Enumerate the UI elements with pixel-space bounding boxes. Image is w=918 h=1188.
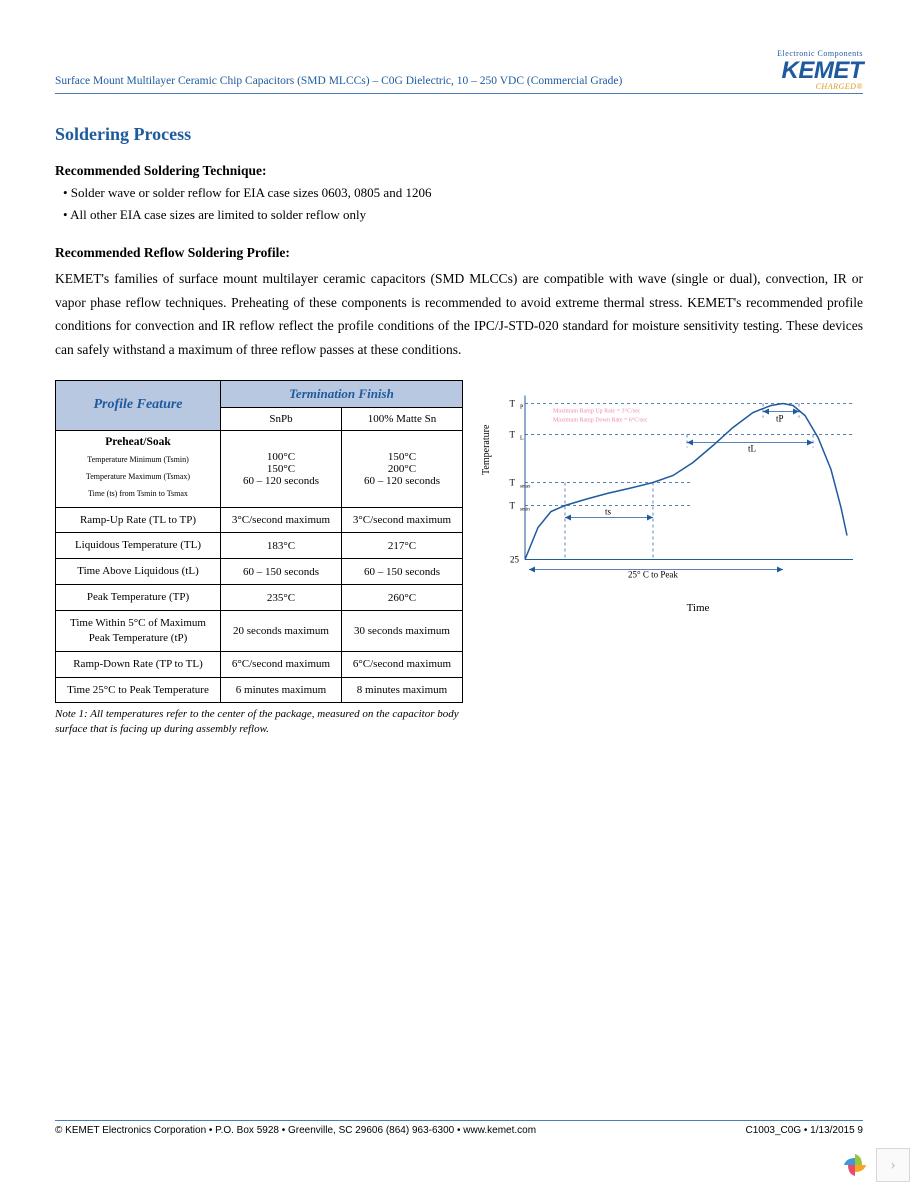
chevron-right-icon: › [890, 1156, 895, 1174]
col-sn: 100% Matte Sn [342, 407, 463, 430]
profile-table-wrap: Profile Feature Termination Finish SnPb … [55, 380, 463, 738]
footer-right: C1003_C0G • 1/13/2015 9 [746, 1125, 863, 1136]
nav-widget: › [840, 1148, 910, 1182]
logo-main: KEMET [777, 59, 863, 83]
section-title: Soldering Process [55, 124, 863, 145]
preheat-sub: Temperature Maximum (Tsmax) [86, 472, 190, 481]
svg-text:Maximum Ramp Down Rate = 6°C/s: Maximum Ramp Down Rate = 6°C/sec [553, 416, 648, 423]
svg-text:tP: tP [776, 413, 784, 423]
svg-text:smax: smax [520, 484, 531, 489]
th-termination: Termination Finish [221, 380, 463, 407]
bullet-item: • All other EIA case sizes are limited t… [63, 207, 863, 223]
svg-text:T: T [510, 477, 516, 487]
pinwheel-icon[interactable] [840, 1150, 870, 1180]
svg-text:L: L [520, 435, 524, 441]
table-note: Note 1: All temperatures refer to the ce… [55, 707, 463, 737]
table-row: Time Above Liquidous (tL) 60 – 150 secon… [56, 559, 463, 585]
svg-text:25: 25 [510, 554, 520, 564]
technique-bullets: • Solder wave or solder reflow for EIA c… [63, 185, 863, 223]
svg-text:Maximum Ramp Up Rate = 3°C/sec: Maximum Ramp Up Rate = 3°C/sec [553, 407, 641, 414]
svg-text:T: T [510, 500, 516, 510]
table-row: Time Within 5°C of Maximum Peak Temperat… [56, 611, 463, 652]
svg-text:25° C to Peak: 25° C to Peak [628, 569, 678, 579]
body-paragraph: KEMET's families of surface mount multil… [55, 267, 863, 362]
next-page-button[interactable]: › [876, 1148, 910, 1182]
th-feature: Profile Feature [56, 380, 221, 430]
y-axis-label: Temperature [481, 424, 492, 474]
svg-text:T: T [510, 429, 516, 439]
kemet-logo: Electronic Components KEMET CHARGED® [777, 50, 863, 91]
bullet-item: • Solder wave or solder reflow for EIA c… [63, 185, 863, 201]
table-row: Preheat/Soak Temperature Minimum (Tsmin)… [56, 430, 463, 507]
svg-text:ts: ts [605, 506, 612, 516]
preheat-sub: Temperature Minimum (Tsmin) [87, 455, 189, 464]
page-header: Surface Mount Multilayer Ceramic Chip Ca… [55, 50, 863, 94]
preheat-sub: Time (ts) from Tsmin to Tsmax [88, 489, 188, 498]
page-footer: © KEMET Electronics Corporation • P.O. B… [55, 1120, 863, 1136]
chart-svg: TP TL Tsmax Tsmin 25 ts tL tP [493, 380, 863, 595]
table-row: Ramp-Up Rate (TL to TP) 3°C/second maxim… [56, 507, 463, 533]
reflow-profile-chart: Temperature TP [493, 380, 863, 614]
preheat-title: Preheat/Soak [105, 436, 171, 448]
table-row: Time 25°C to Peak Temperature 6 minutes … [56, 677, 463, 703]
technique-heading: Recommended Soldering Technique: [55, 163, 863, 179]
cell: 150°C 200°C 60 – 120 seconds [342, 430, 463, 507]
svg-text:T: T [510, 398, 516, 408]
header-title: Surface Mount Multilayer Ceramic Chip Ca… [55, 75, 622, 91]
profile-heading: Recommended Reflow Soldering Profile: [55, 245, 863, 261]
footer-left: © KEMET Electronics Corporation • P.O. B… [55, 1125, 536, 1136]
table-row: Ramp-Down Rate (TP to TL) 6°C/second max… [56, 651, 463, 677]
cell: 100°C 150°C 60 – 120 seconds [221, 430, 342, 507]
x-axis-label: Time [493, 602, 863, 614]
profile-table: Profile Feature Termination Finish SnPb … [55, 380, 463, 704]
svg-text:tL: tL [748, 443, 756, 453]
svg-text:smin: smin [520, 507, 530, 512]
col-snpb: SnPb [221, 407, 342, 430]
table-row: Liquidous Temperature (TL) 183°C 217°C [56, 533, 463, 559]
table-row: Peak Temperature (TP) 235°C 260°C [56, 585, 463, 611]
logo-charged: CHARGED® [777, 83, 863, 91]
svg-text:P: P [520, 404, 524, 410]
